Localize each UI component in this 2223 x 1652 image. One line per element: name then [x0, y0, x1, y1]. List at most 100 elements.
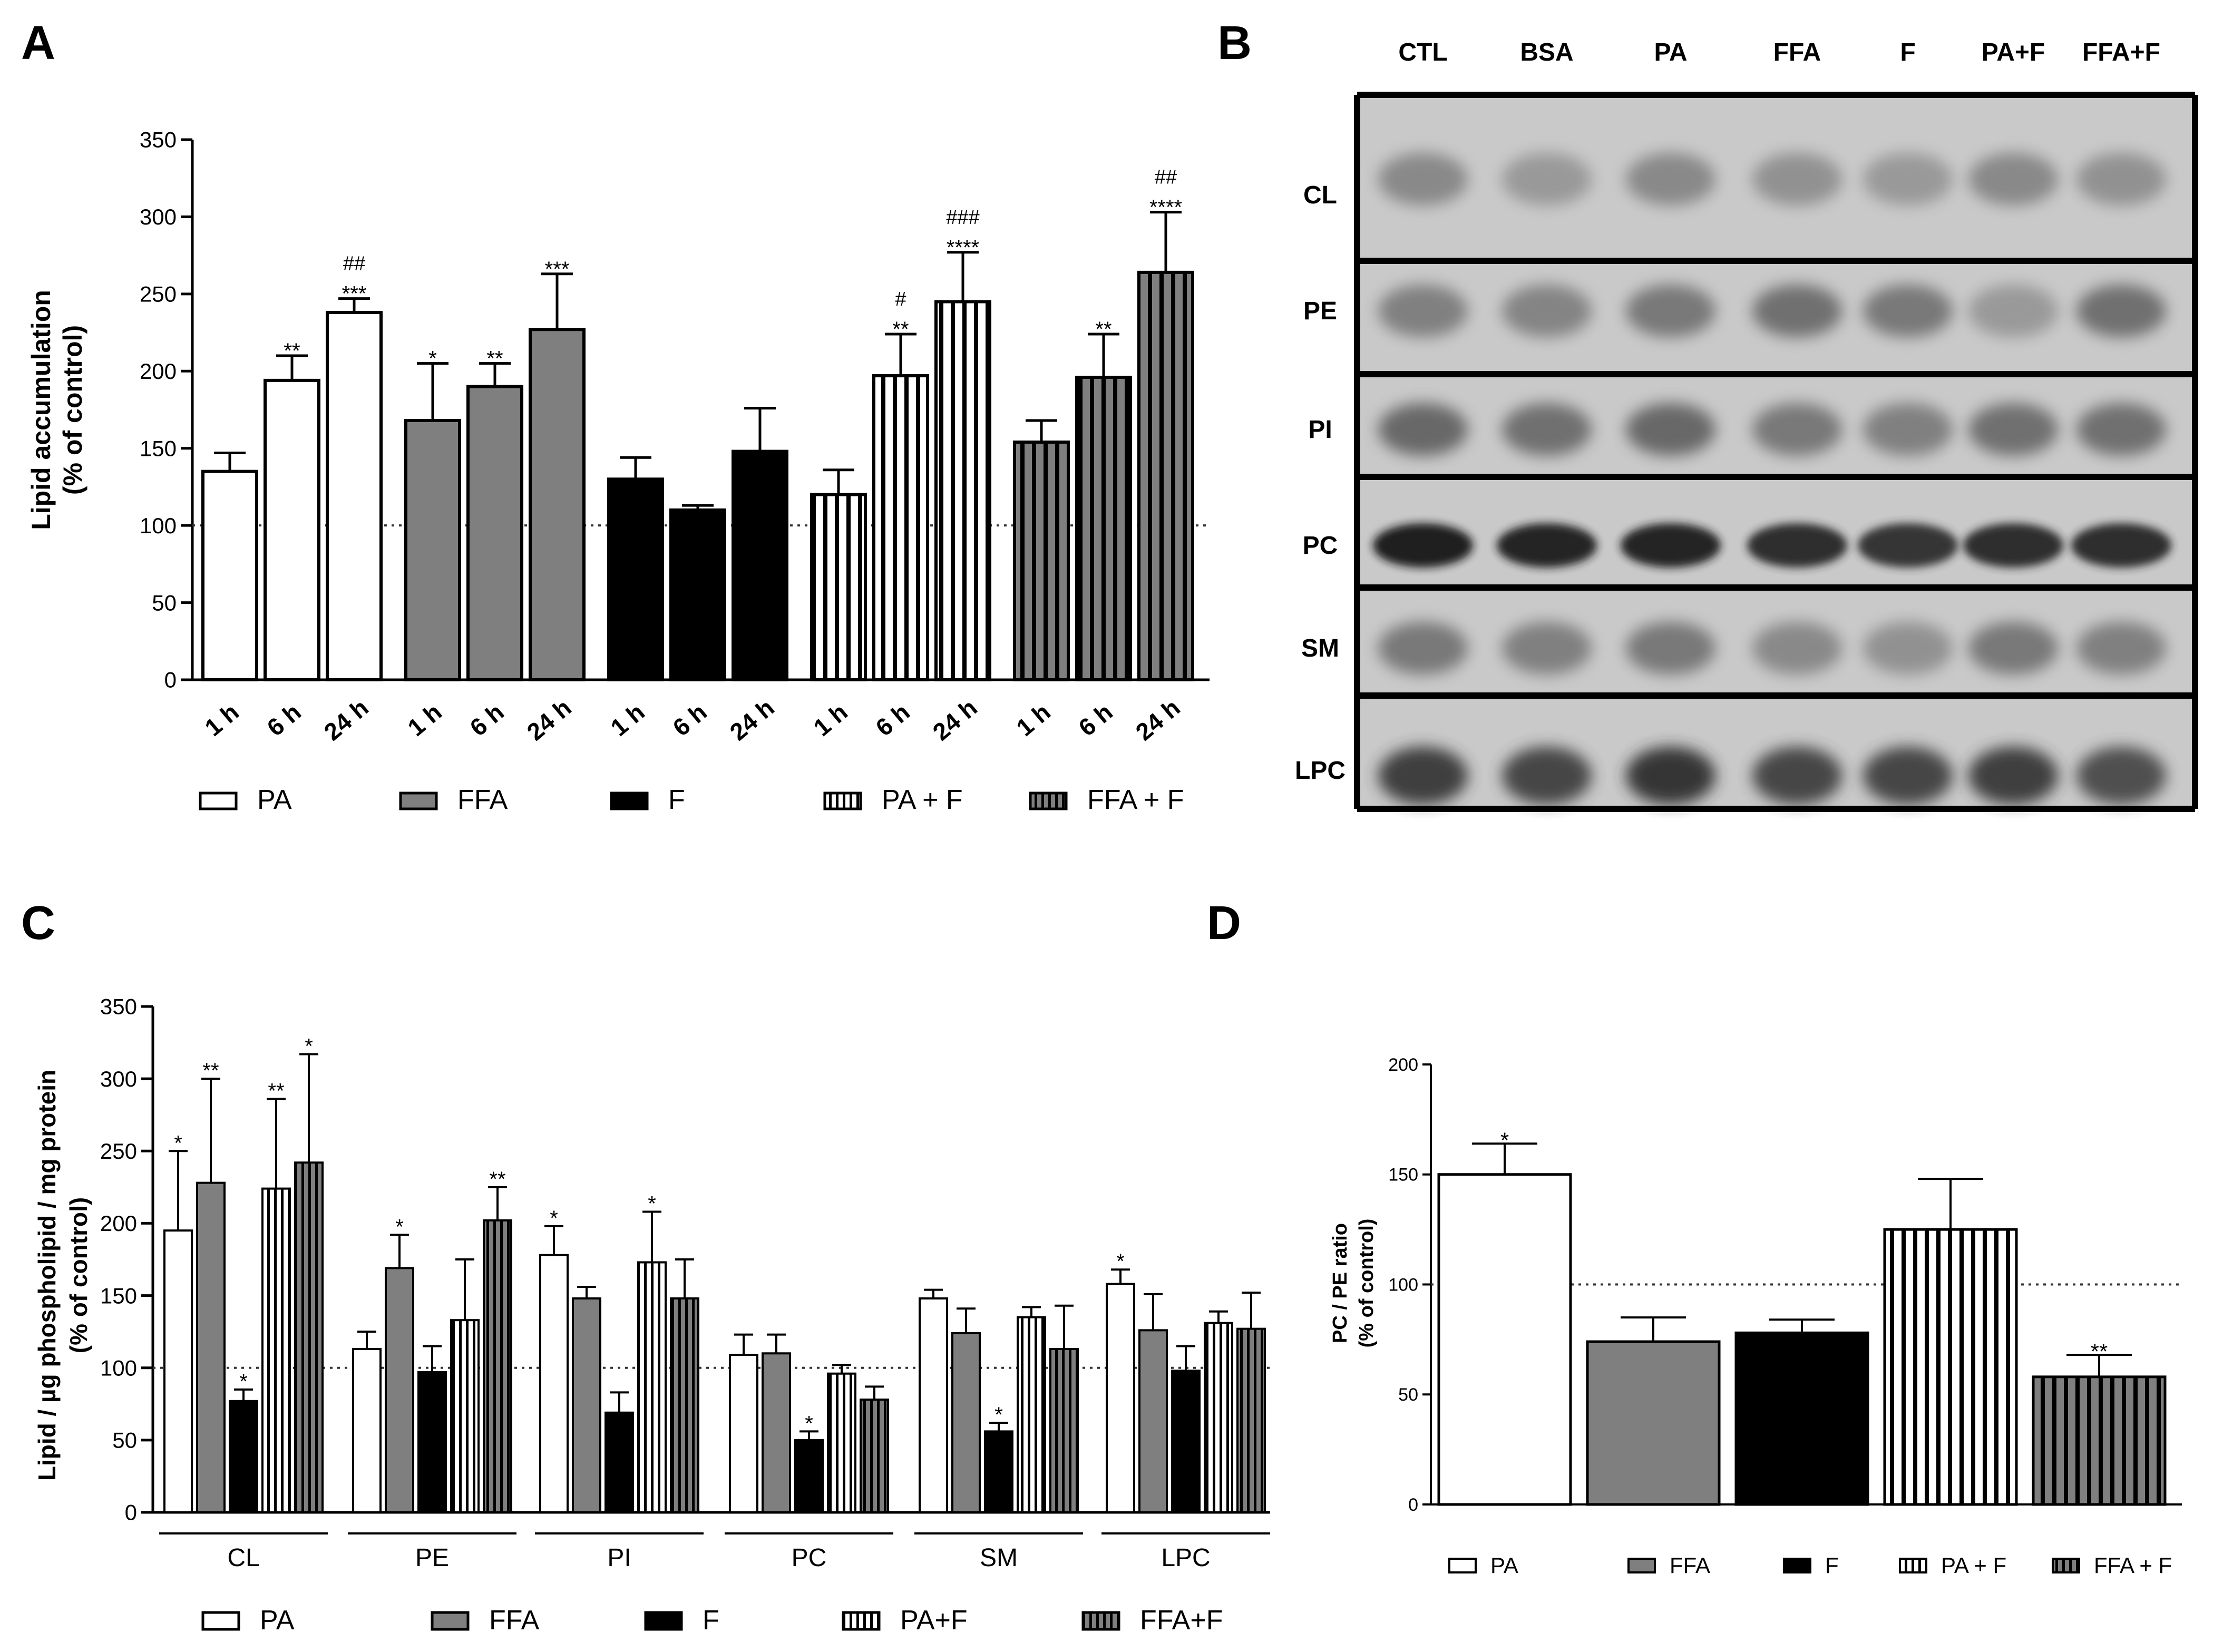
legend-swatch — [1899, 1558, 1927, 1573]
y-tick-label: 150 — [1388, 1165, 1418, 1185]
significance-hash: # — [895, 288, 906, 310]
x-tick-label: 24 h — [928, 693, 982, 746]
significance-stars: ** — [2091, 1339, 2108, 1364]
blot-band — [2076, 153, 2166, 206]
blot-band — [2076, 285, 2166, 337]
bar — [1236, 1327, 1266, 1514]
bar — [669, 508, 726, 681]
x-tick-label: 1 h — [403, 698, 447, 741]
y-tick-label: 50 — [1398, 1385, 1418, 1405]
x-tick-label: 6 h — [465, 698, 509, 741]
bar — [1204, 1322, 1233, 1514]
legend-swatch — [610, 791, 649, 810]
y-axis-subtitle: (% of control) — [65, 1197, 92, 1353]
blot-band — [1968, 403, 2058, 456]
blot-band — [1963, 523, 2063, 568]
significance-hash: ## — [343, 253, 365, 275]
blot-band — [2071, 523, 2171, 568]
blot-band — [1968, 622, 2058, 675]
bar — [352, 1348, 382, 1513]
significance-stars: * — [1500, 1128, 1509, 1152]
panel-label-d: D — [1207, 897, 1241, 950]
bar — [1883, 1228, 2018, 1506]
legend-label: FFA — [457, 785, 508, 815]
row-label: CL — [1303, 181, 1337, 209]
y-axis-title: Lipid accumulation — [26, 290, 56, 530]
significance-stars: ** — [1095, 318, 1111, 341]
y-tick-label: 200 — [140, 359, 177, 384]
significance-stars: ** — [892, 318, 909, 341]
blot-band — [2076, 747, 2166, 805]
row-label: SM — [1301, 634, 1339, 662]
bar — [163, 1229, 193, 1513]
y-axis-subtitle: (% of control) — [1356, 1219, 1378, 1348]
x-tick-label: 24 h — [319, 693, 374, 746]
panel-label-a: A — [21, 17, 55, 70]
bar — [2032, 1375, 2167, 1506]
x-tick-label: 1 h — [606, 698, 650, 741]
bar — [951, 1332, 981, 1514]
blot-band — [1747, 523, 1847, 568]
bar — [1586, 1340, 1721, 1506]
x-tick-label: 6 h — [668, 698, 712, 741]
blot-band — [1752, 403, 1842, 456]
blot-band — [1968, 747, 2058, 805]
y-tick-label: 300 — [100, 1067, 137, 1091]
blot-band — [2076, 622, 2166, 675]
bar — [450, 1319, 480, 1513]
legend-label: F — [1825, 1553, 1839, 1578]
blot-band — [1502, 622, 1592, 675]
blot-band — [1863, 153, 1953, 206]
blot-band — [1502, 747, 1592, 805]
x-category-label: SM — [980, 1544, 1018, 1572]
legend-swatch — [1081, 1611, 1120, 1631]
blot-band — [1968, 153, 2058, 206]
panel-c-chart: 050100150200250300350*******CL***PE**PI*… — [33, 994, 1270, 1636]
significance-stars: * — [805, 1412, 813, 1435]
blot-band — [1626, 403, 1715, 456]
significance-stars: * — [305, 1035, 313, 1058]
significance-stars: *** — [545, 258, 570, 281]
bar — [529, 328, 586, 681]
lane-label: PA+F — [1982, 38, 2045, 66]
significance-stars: * — [994, 1403, 1003, 1426]
y-axis-title: PC / PE ratio — [1329, 1223, 1351, 1343]
significance-stars: ** — [202, 1059, 219, 1082]
blot-band — [1621, 523, 1721, 568]
lane-label: PA — [1654, 38, 1687, 66]
bar — [1437, 1173, 1572, 1506]
bar — [196, 1181, 226, 1514]
x-category-label: PE — [415, 1544, 449, 1572]
legend-swatch — [842, 1611, 881, 1631]
x-tick-label: 6 h — [1074, 698, 1118, 741]
y-tick-label: 50 — [112, 1428, 137, 1453]
y-tick-label: 250 — [100, 1139, 137, 1164]
legend-swatch — [199, 791, 238, 810]
legend-swatch — [823, 791, 862, 810]
lane-label: FFA — [1773, 38, 1821, 66]
bar — [229, 1400, 258, 1514]
significance-hash: ## — [1155, 167, 1177, 189]
bar — [417, 1371, 447, 1513]
blot-band — [1502, 403, 1592, 456]
bar — [1734, 1331, 1869, 1506]
y-tick-label: 350 — [100, 994, 137, 1019]
y-tick-label: 150 — [140, 436, 177, 461]
x-tick-label: 24 h — [725, 693, 779, 746]
y-tick-label: 0 — [125, 1500, 137, 1525]
x-tick-label: 1 h — [808, 698, 853, 741]
legend-label: F — [703, 1605, 719, 1636]
row-label: PC — [1303, 532, 1338, 560]
blot-band — [1752, 153, 1842, 206]
blot-band — [1378, 403, 1468, 456]
bar — [1171, 1370, 1201, 1513]
bar — [607, 477, 664, 681]
blot-band — [1863, 403, 1953, 456]
bar — [1137, 270, 1194, 681]
bar — [1106, 1283, 1135, 1514]
bar — [326, 311, 383, 681]
blot-band — [1378, 153, 1468, 206]
significance-stars: * — [239, 1370, 248, 1393]
